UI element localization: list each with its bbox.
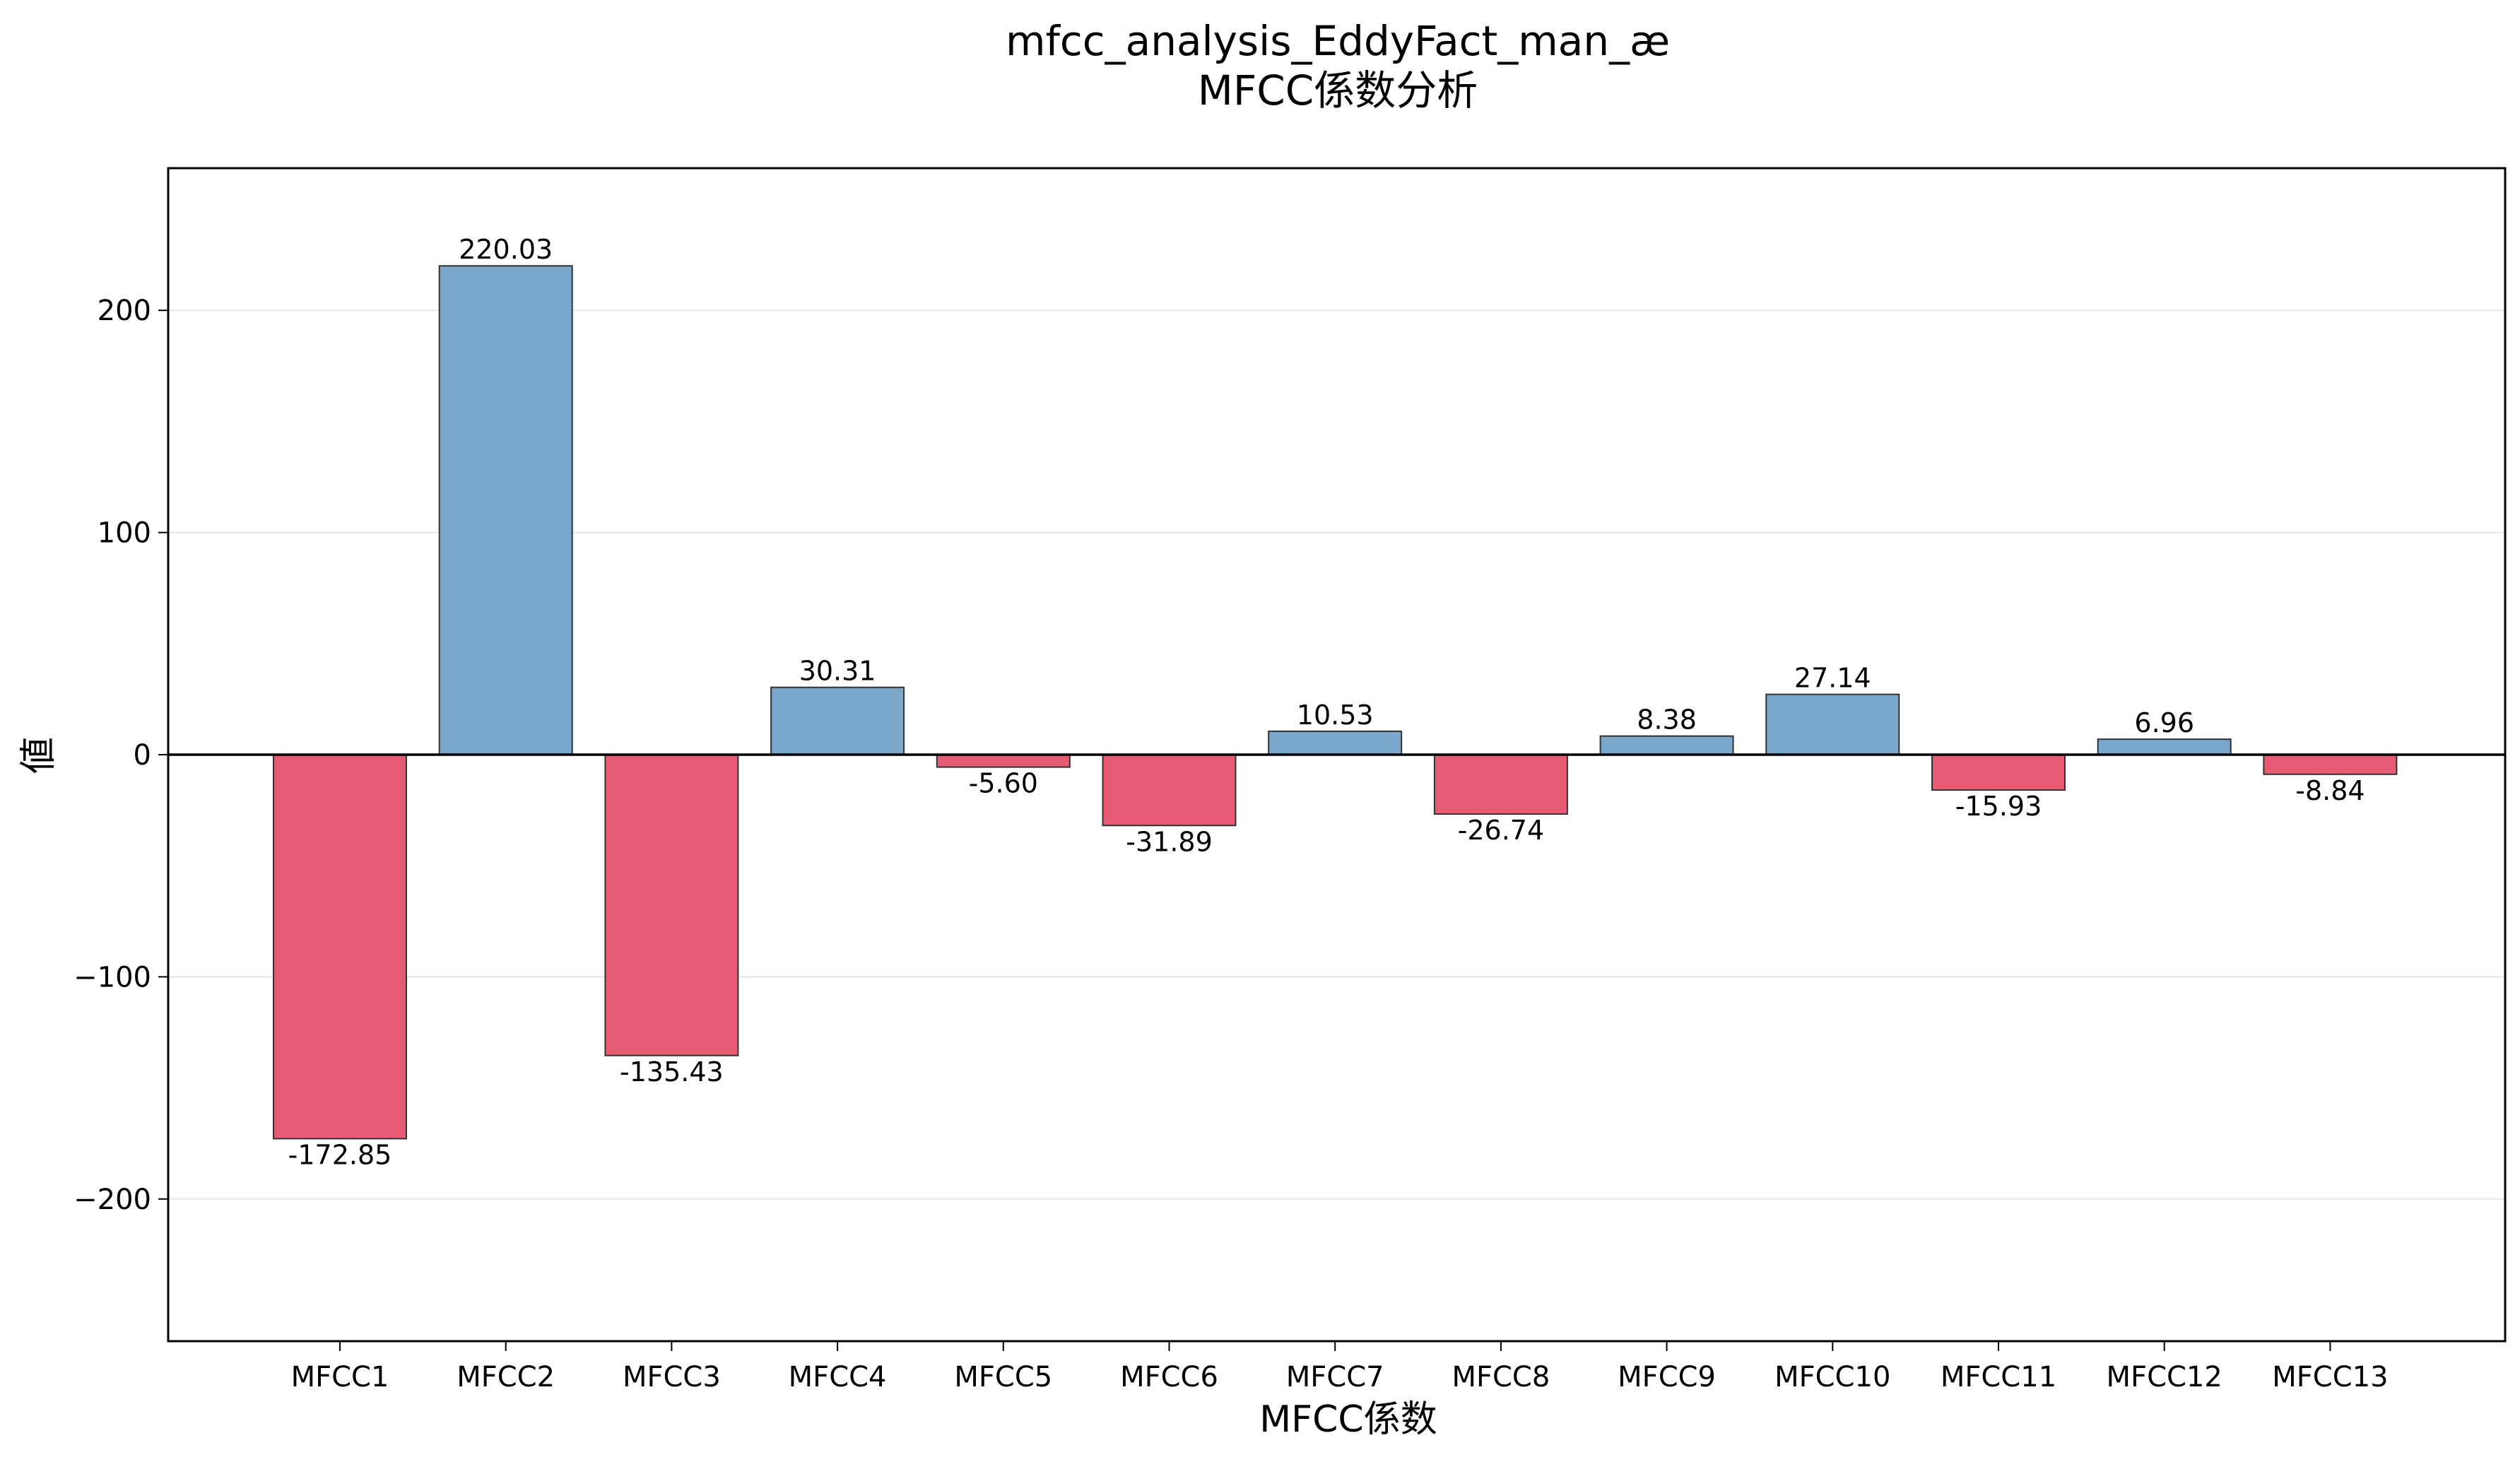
bar-mfcc6 bbox=[1102, 754, 1237, 827]
x-tick-label: MFCC4 bbox=[789, 1361, 887, 1393]
data-label: 6.96 bbox=[2134, 707, 2194, 738]
y-tick-label: 0 bbox=[134, 739, 151, 772]
chart-title-line1: mfcc_analysis_EddyFact_man_æ bbox=[1006, 17, 1670, 65]
bar-mfcc8 bbox=[1433, 754, 1568, 815]
chart-title-line2: MFCC係数分析 bbox=[1198, 66, 1478, 114]
y-tick-label: −100 bbox=[73, 961, 151, 994]
data-label: -31.89 bbox=[1126, 826, 1213, 857]
y-axis-title: 値 bbox=[18, 737, 60, 774]
bars bbox=[273, 265, 2398, 1140]
bar-mfcc7 bbox=[1268, 730, 1403, 755]
bar-mfcc12 bbox=[2097, 738, 2232, 755]
y-tick-label: 100 bbox=[98, 517, 151, 550]
bar-mfcc4 bbox=[770, 686, 905, 756]
data-label: 220.03 bbox=[459, 234, 553, 265]
data-label: -135.43 bbox=[620, 1056, 724, 1087]
x-tick-label: MFCC13 bbox=[2272, 1361, 2388, 1393]
bar-mfcc5 bbox=[936, 754, 1071, 768]
bar-mfcc1 bbox=[273, 754, 407, 1140]
bar-mfcc13 bbox=[2263, 754, 2398, 775]
data-labels: -172.85 220.03 -135.43 30.31 -5.60 -31.89 10.5… bbox=[288, 234, 2365, 1170]
x-tick-label: MFCC10 bbox=[1774, 1361, 1890, 1393]
data-label: 10.53 bbox=[1297, 700, 1374, 731]
data-label: 8.38 bbox=[1637, 705, 1697, 736]
data-label: -8.84 bbox=[2295, 775, 2365, 806]
x-tick-label: MFCC9 bbox=[1618, 1361, 1716, 1393]
data-label: -26.74 bbox=[1458, 815, 1545, 846]
x-tick-label: MFCC1 bbox=[291, 1361, 389, 1393]
bar-mfcc11 bbox=[1931, 754, 2066, 791]
axes: 200 100 0 −100 −200 MFCC1 MFCC2 MFCC3 MFCC4 MFCC5… bbox=[73, 167, 2507, 1393]
plot-frame bbox=[167, 167, 2507, 1343]
x-tick-label: MFCC7 bbox=[1286, 1361, 1384, 1393]
y-tick-label: −200 bbox=[73, 1184, 151, 1216]
x-tick-label: MFCC8 bbox=[1452, 1361, 1550, 1393]
bar-mfcc9 bbox=[1599, 735, 1734, 756]
data-label: 27.14 bbox=[1794, 663, 1871, 694]
bar-mfcc10 bbox=[1765, 693, 1900, 755]
x-tick-label: MFCC2 bbox=[457, 1361, 555, 1393]
y-tick-label: 200 bbox=[98, 295, 151, 327]
bar-mfcc2 bbox=[438, 265, 573, 755]
data-label: -15.93 bbox=[1955, 791, 2042, 822]
x-tick-label: MFCC12 bbox=[2107, 1361, 2222, 1393]
x-tick-label: MFCC11 bbox=[1941, 1361, 2056, 1393]
x-axis-title: MFCC係数 bbox=[1259, 1398, 1437, 1441]
x-tick-label: MFCC6 bbox=[1120, 1361, 1218, 1393]
x-tick-label: MFCC3 bbox=[623, 1361, 721, 1393]
x-tick-label: MFCC5 bbox=[954, 1361, 1052, 1393]
bar-mfcc3 bbox=[604, 754, 739, 1056]
data-label: -172.85 bbox=[288, 1139, 392, 1170]
data-label: 30.31 bbox=[799, 656, 876, 687]
data-label: -5.60 bbox=[969, 768, 1038, 799]
